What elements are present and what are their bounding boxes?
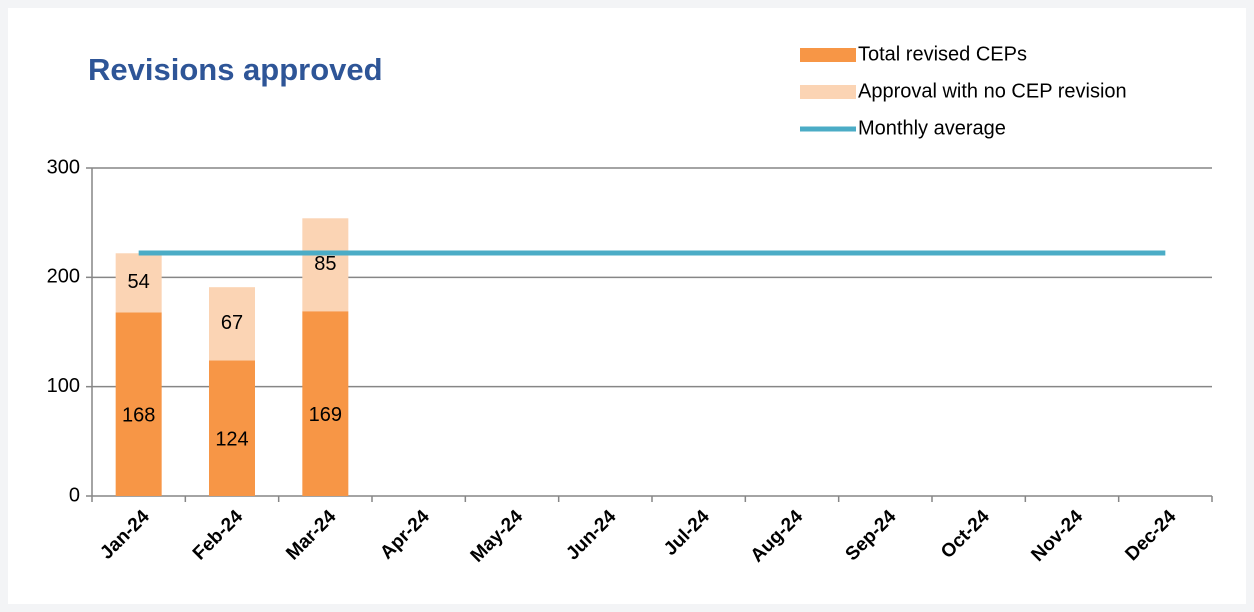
data-label: 85 [314, 253, 336, 275]
bar-segment [115, 312, 162, 496]
legend-label: Monthly average [858, 117, 1006, 139]
legend-swatch [800, 48, 856, 62]
legend-swatch [800, 85, 856, 99]
data-label: 124 [215, 428, 248, 450]
y-tick-label: 0 [69, 484, 80, 506]
data-label: 54 [128, 271, 150, 293]
data-label: 169 [309, 404, 342, 426]
bar-segment [302, 311, 349, 496]
bar-segment [302, 218, 349, 312]
data-label: 168 [122, 404, 155, 426]
legend-label: Approval with no CEP revision [858, 80, 1127, 102]
chart-title: Revisions approved [88, 52, 383, 87]
bar-segment [209, 360, 255, 496]
y-tick-label: 100 [47, 375, 80, 397]
y-tick-label: 300 [47, 156, 80, 178]
bar-segment [209, 287, 255, 361]
y-tick-label: 200 [47, 266, 80, 288]
legend-label: Total revised CEPs [858, 43, 1027, 65]
data-label: 67 [221, 312, 243, 334]
bar-segment [115, 253, 162, 313]
